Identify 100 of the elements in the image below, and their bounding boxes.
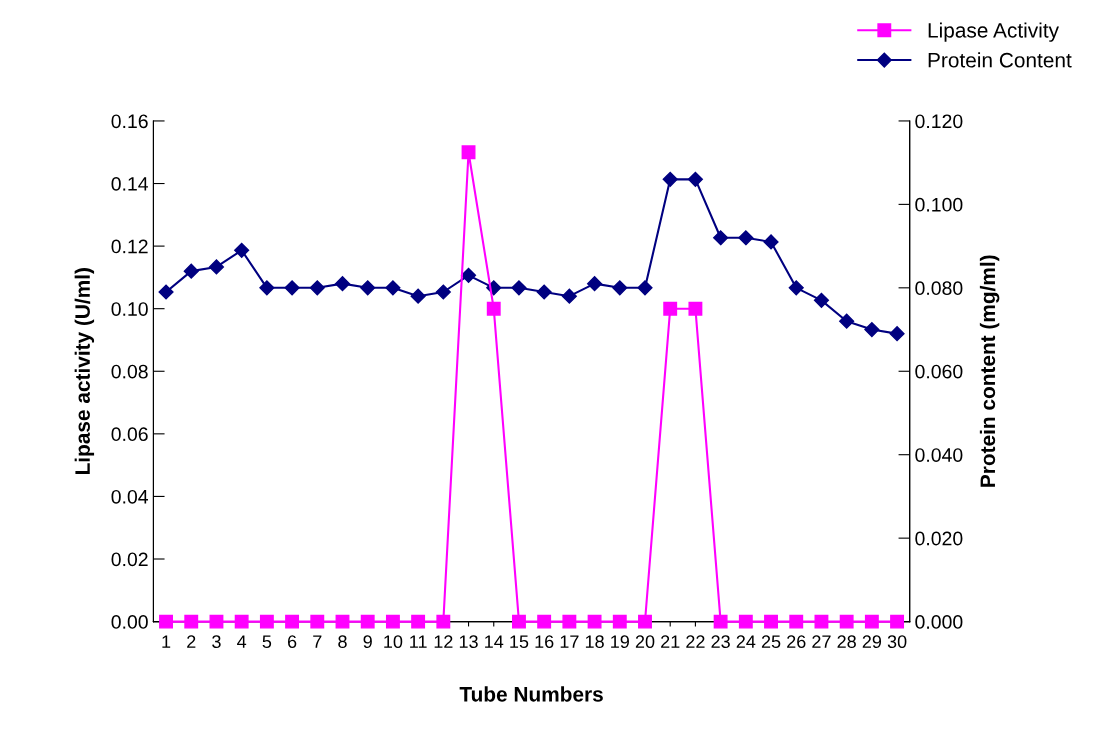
- y-tick-label: 0.00: [111, 615, 148, 629]
- y-tick-label: 0.02: [111, 552, 148, 567]
- x-tick-label: 26: [787, 635, 806, 649]
- y2-tick-label: 0.080: [915, 281, 963, 296]
- point: [864, 614, 879, 629]
- point: [309, 280, 325, 296]
- y-tick-label: 0.12: [111, 239, 148, 254]
- x-tick-label: 4: [237, 635, 247, 648]
- y2-tick-label: 0.100: [915, 197, 963, 212]
- x-tick-label: 8: [338, 635, 347, 649]
- y-axis-title: Lipase activity (U/ml): [74, 268, 95, 475]
- point: [638, 614, 652, 629]
- y-tick-label: 0.08: [111, 364, 148, 379]
- point: [360, 614, 375, 629]
- x-tick-label: 9: [363, 635, 372, 649]
- x-tick-label: 30: [887, 635, 907, 649]
- point: [814, 614, 829, 629]
- y-tick-label: 0.16: [111, 114, 148, 129]
- y-tick-label: 0.06: [111, 427, 148, 442]
- x-tick-label: 24: [736, 635, 756, 648]
- x-tick-label: 1: [162, 635, 171, 648]
- x-tick-label: 28: [837, 635, 856, 649]
- point: [612, 280, 628, 296]
- y2-tick-label: 0.000: [915, 615, 963, 629]
- point: [158, 284, 174, 300]
- point: [688, 301, 703, 316]
- point: [486, 301, 501, 316]
- x-tick-label: 25: [761, 635, 781, 649]
- point: [435, 284, 451, 300]
- y-tick-label: 0.04: [111, 489, 149, 504]
- x-tick-label: 27: [812, 635, 831, 648]
- legend-label: Lipase Activity: [928, 22, 1059, 42]
- point: [208, 259, 225, 275]
- point: [687, 171, 703, 187]
- point: [259, 614, 274, 629]
- point: [184, 614, 199, 629]
- point: [512, 614, 526, 629]
- point: [889, 326, 905, 342]
- point: [561, 288, 577, 304]
- point: [385, 614, 400, 629]
- x-tick-label: 12: [434, 635, 453, 648]
- point: [209, 614, 224, 629]
- point: [234, 242, 250, 258]
- point: [511, 280, 527, 296]
- point: [713, 614, 728, 629]
- point: [410, 288, 426, 304]
- point: [813, 292, 830, 308]
- point: [259, 280, 275, 296]
- point: [183, 263, 199, 279]
- x-tick-label: 21: [661, 635, 680, 648]
- x-tick-label: 10: [384, 635, 403, 649]
- x-tick-label: 6: [287, 635, 297, 649]
- point: [587, 614, 602, 629]
- point: [411, 614, 426, 629]
- point: [284, 280, 300, 296]
- x-tick-label: 5: [262, 635, 272, 649]
- x-axis-title: Tube Numbers: [459, 686, 603, 702]
- point: [310, 614, 325, 629]
- x-tick-label: 16: [535, 635, 554, 649]
- point: [159, 614, 173, 629]
- point: [460, 267, 477, 283]
- y2-tick-label: 0.040: [915, 448, 963, 462]
- point: [663, 301, 678, 316]
- x-tick-label: 20: [635, 635, 655, 649]
- legend-label: Protein Content: [928, 52, 1072, 68]
- point: [839, 614, 854, 629]
- y2-tick-label: 0.060: [915, 364, 963, 379]
- x-tick-label: 7: [313, 635, 322, 648]
- x-tick-label: 3: [212, 635, 221, 649]
- point: [713, 230, 729, 246]
- y2-tick-label: 0.120: [915, 114, 963, 129]
- x-tick-label: 13: [459, 635, 478, 649]
- x-tick-label: 29: [862, 635, 882, 649]
- point: [789, 614, 804, 629]
- point: [461, 145, 476, 160]
- point: [385, 280, 401, 296]
- point: [234, 614, 249, 629]
- x-tick-label: 15: [510, 635, 529, 649]
- point: [612, 614, 627, 629]
- x-tick-label: 11: [410, 635, 427, 648]
- point: [587, 276, 603, 292]
- point: [662, 171, 678, 187]
- y2-tick-label: 0.020: [915, 531, 963, 546]
- x-tick-label: 19: [611, 635, 629, 649]
- x-tick-label: 22: [686, 635, 705, 648]
- y2-axis-title: Protein content (mg/ml): [979, 255, 1000, 487]
- point: [738, 614, 753, 629]
- point: [562, 614, 577, 629]
- point: [334, 276, 351, 292]
- point: [637, 280, 653, 296]
- point: [360, 280, 376, 296]
- point: [285, 614, 300, 629]
- x-tick-label: 18: [585, 635, 604, 649]
- x-tick-label: 17: [560, 635, 579, 648]
- point: [839, 313, 855, 329]
- point: [890, 614, 905, 629]
- point: [864, 321, 880, 338]
- point: [738, 230, 754, 246]
- point: [764, 614, 778, 629]
- point: [436, 614, 451, 629]
